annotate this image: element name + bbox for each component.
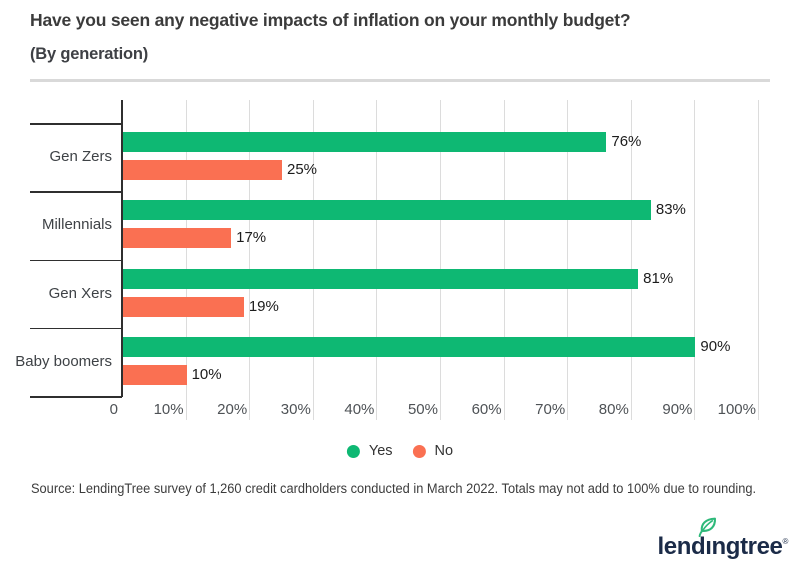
registered-mark: ® [782,537,789,546]
x-axis-tick-label: 0 [109,401,118,418]
category-label-baby-boomers: Baby boomers [15,352,112,370]
x-axis-tick-label: 100% [717,401,756,418]
gridline [376,100,378,420]
bar-no-millennials[interactable] [123,228,232,249]
legend-dot-no [412,444,426,458]
lendingtree-logo: lendıngtree® [657,517,789,561]
category-label-gen-xers: Gen Xers [48,284,112,302]
category-label-millennials: Millennials [41,216,112,234]
category-tick [30,327,122,330]
x-axis-tick-label: 70% [535,401,566,418]
x-axis-tick-label: 60% [471,401,502,418]
logo-text-pre: lend [657,533,706,560]
header-divider [30,79,770,82]
bar-value-label: 10% [191,365,222,383]
gridline [503,100,505,420]
bar-value-label: 76% [611,133,642,150]
gridline [440,100,441,420]
x-axis-tick-label: 10% [153,401,184,418]
chart-subtitle: (By generation) [30,45,149,63]
legend-item-yes[interactable]: Yes [346,443,393,459]
gridline [249,100,251,420]
legend-label-yes: Yes [368,443,393,459]
bar-no-baby-boomers[interactable] [123,364,187,385]
bar-value-label: 81% [643,269,674,287]
x-axis-tick-label: 30% [280,401,311,418]
bar-no-gen-xers[interactable] [123,296,244,317]
x-axis-tick-label: 90% [662,401,693,418]
source-note: Source: LendingTree survey of 1,260 cred… [31,481,757,496]
legend-label-no: No [434,443,454,459]
bar-value-label: 25% [287,161,318,178]
leaf-icon [698,517,716,537]
gridline [758,100,759,420]
gridline [567,100,569,420]
bar-yes-baby-boomers[interactable] [123,336,696,357]
bar-value-label: 19% [248,297,279,315]
x-axis-tick-label: 80% [598,401,629,418]
bar-yes-millennials[interactable] [123,200,651,221]
category-tick [30,259,122,261]
category-tick [30,396,122,398]
bar-value-label: 17% [236,229,267,247]
legend-item-no[interactable]: No [412,443,454,459]
chart-title: Have you seen any negative impacts of in… [30,10,631,30]
logo-wordmark: lendıngtree® [657,517,789,561]
logo-text-i: ı [705,533,712,560]
bar-yes-gen-xers[interactable] [123,268,639,289]
category-label-gen-zers: Gen Zers [49,148,112,166]
x-axis-tick-label: 20% [217,401,248,418]
legend: Yes No [346,441,454,461]
category-tick [30,123,122,125]
bar-yes-gen-zers[interactable] [123,132,607,152]
legend-dot-yes [346,444,360,458]
gridline [694,100,696,420]
bar-value-label: 90% [700,337,731,355]
bar-no-gen-zers[interactable] [123,160,282,180]
y-axis-line [120,100,123,397]
logo-text-post: ngtree [711,533,783,560]
gridline [630,100,632,420]
gridline [312,100,314,420]
x-axis-tick-label: 50% [407,401,438,418]
gridline [185,100,187,420]
category-tick [30,191,122,193]
bar-value-label: 83% [655,201,686,219]
x-axis-tick-label: 40% [344,401,375,418]
